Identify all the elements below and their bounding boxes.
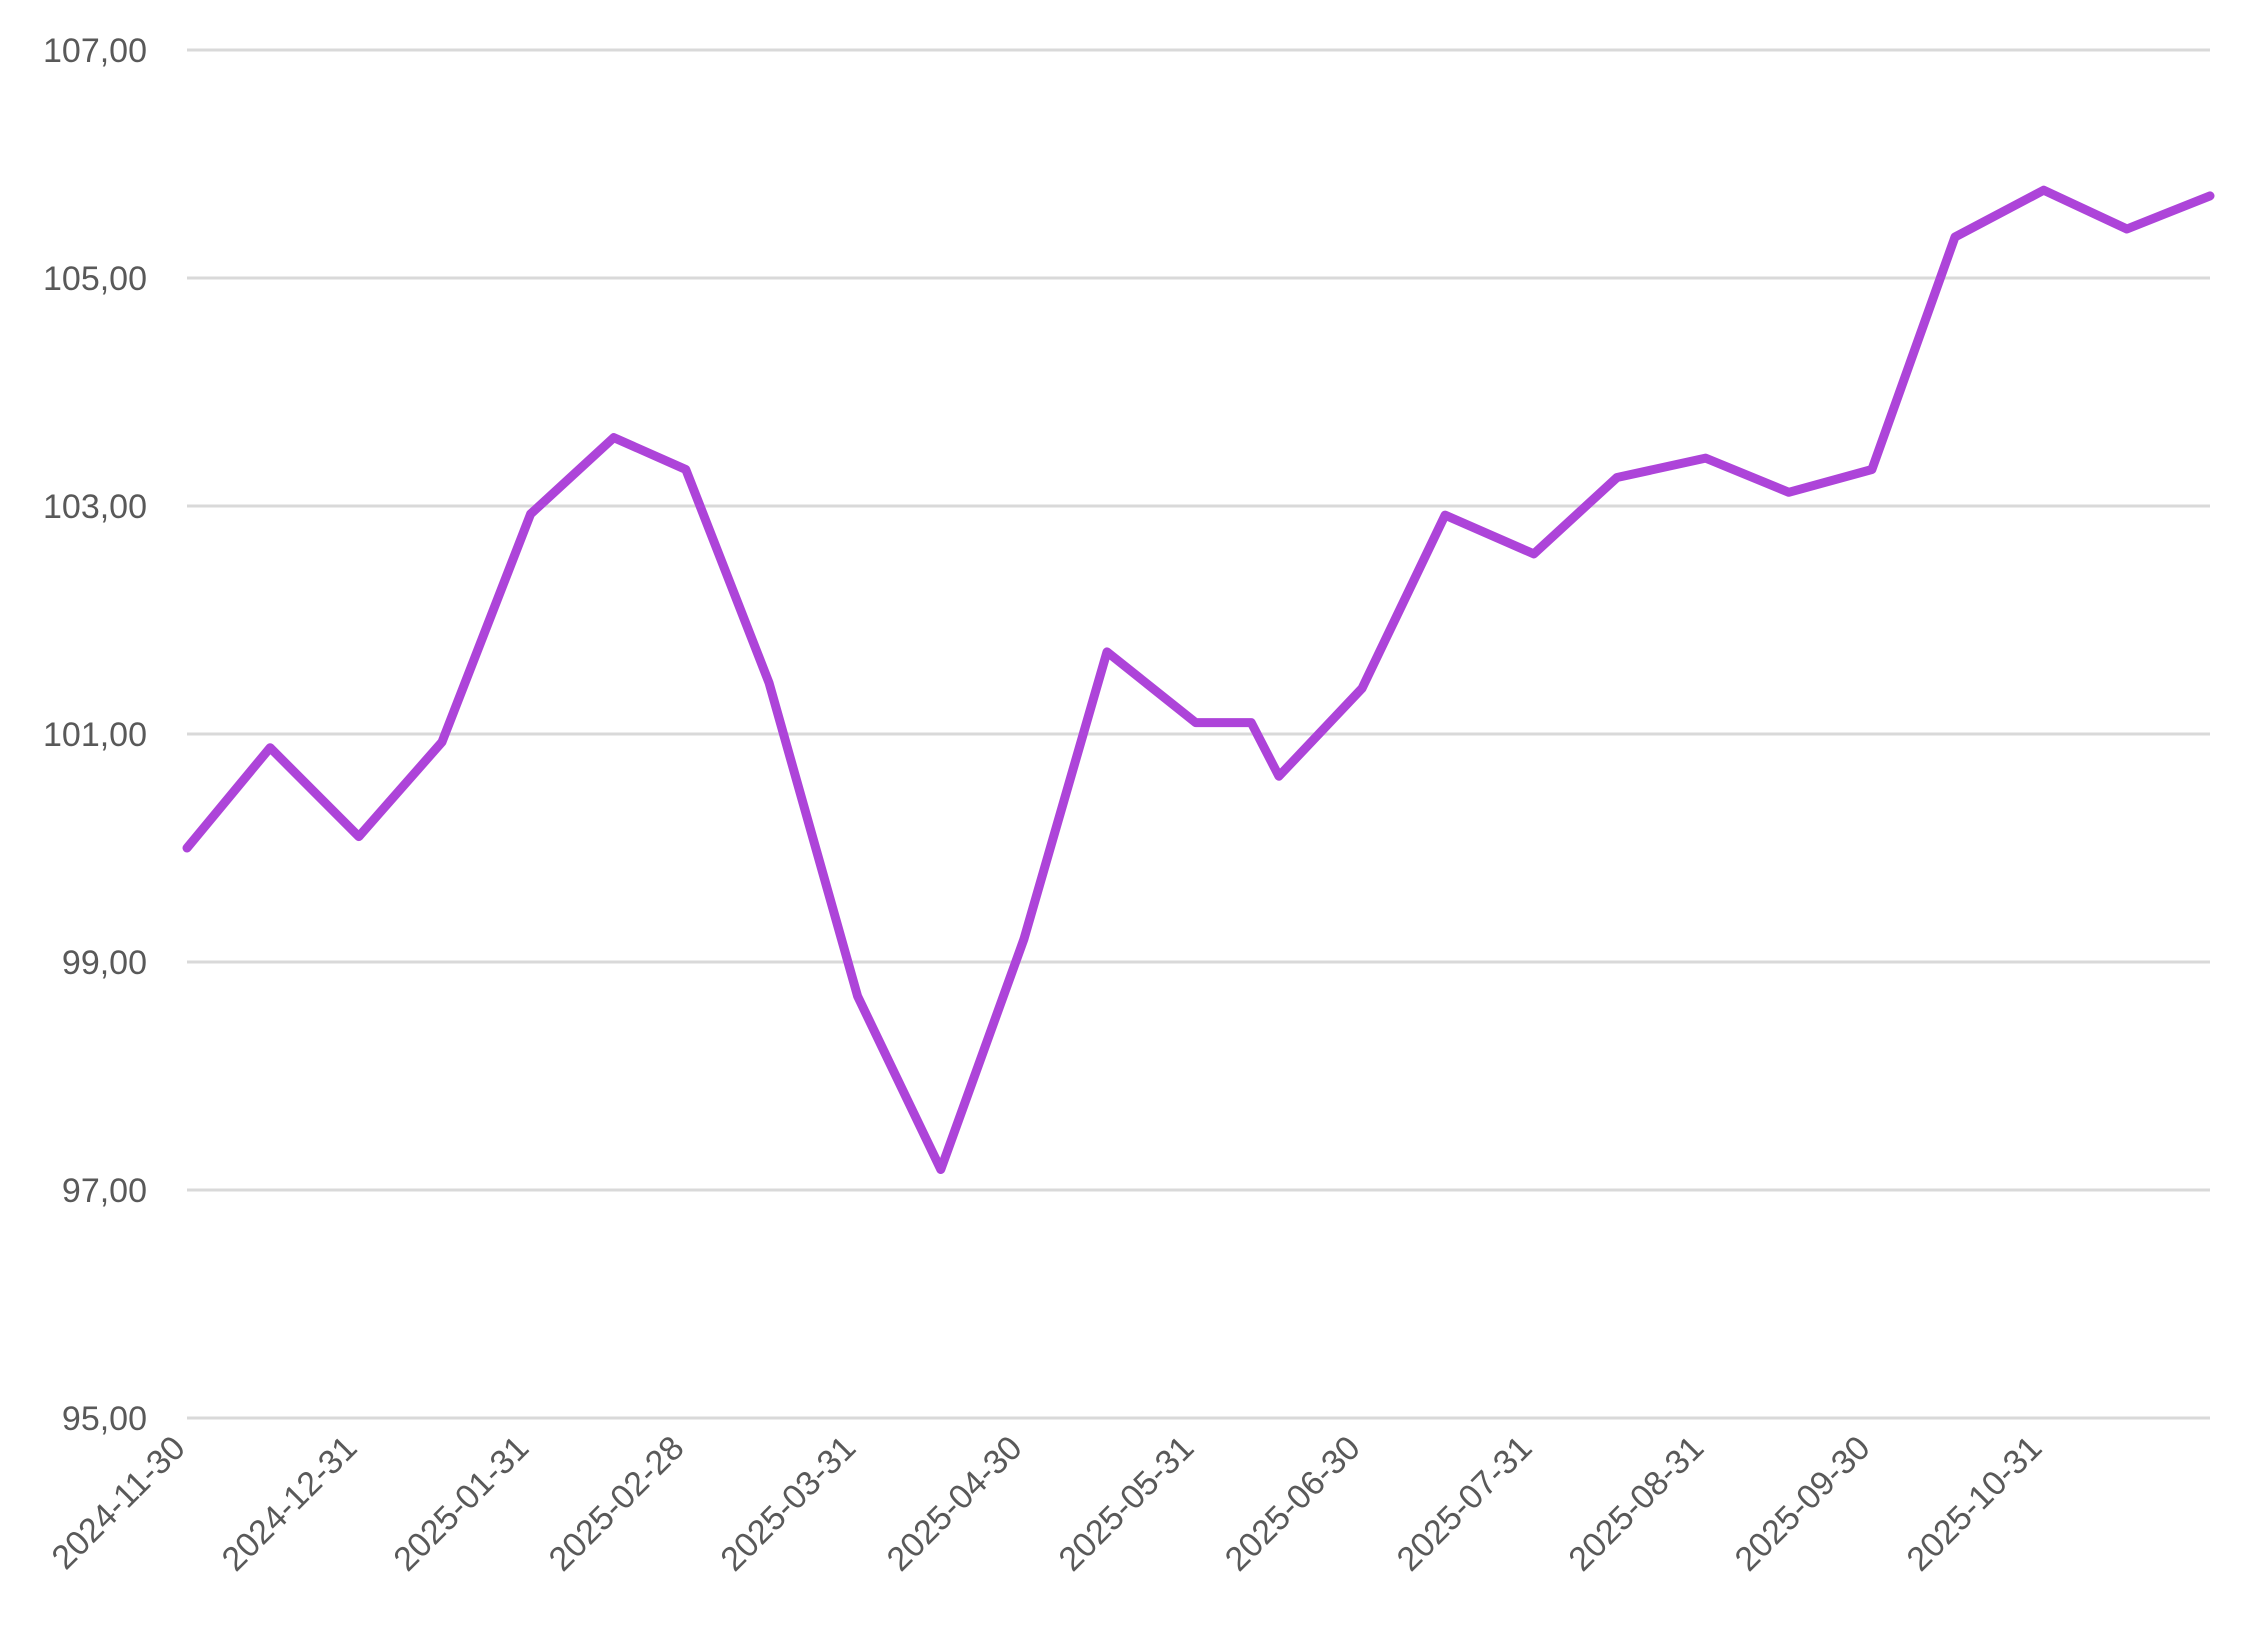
y-tick-label: 101,00 <box>43 716 147 754</box>
series-layer <box>182 185 2215 1174</box>
x-tick-label: 2025-04-30 <box>880 1429 1030 1579</box>
x-axis-ticks: 2024-11-30 2024-12-31 2025-01-31 2025-02-28… <box>45 1429 2050 1579</box>
y-tick-label: 107,00 <box>43 32 147 70</box>
x-tick-label: 2025-07-31 <box>1390 1429 1540 1579</box>
x-tick-label: 2025-08-31 <box>1561 1429 1711 1579</box>
y-axis-ticks: 95,00 97,00 99,00 101,00 103,00 105,00 107,00 <box>43 32 147 1438</box>
series-line <box>182 185 2215 1174</box>
x-tick-label: 2024-12-31 <box>215 1429 365 1579</box>
x-tick-label: 2025-01-31 <box>386 1429 536 1579</box>
x-tick-label: 2025-06-30 <box>1218 1429 1368 1579</box>
grid-layer <box>187 48 2210 1420</box>
x-tick-label: 2025-05-31 <box>1052 1429 1202 1579</box>
y-tick-label: 97,00 <box>62 1172 147 1210</box>
x-tick-label: 2025-09-30 <box>1728 1429 1878 1579</box>
x-tick-label: 2025-10-31 <box>1900 1429 2050 1579</box>
y-tick-label: 95,00 <box>62 1400 147 1438</box>
x-tick-label: 2025-03-31 <box>713 1429 863 1579</box>
y-tick-label: 99,00 <box>62 944 147 982</box>
y-tick-label: 105,00 <box>43 260 147 298</box>
x-tick-label: 2024-11-30 <box>45 1429 193 1577</box>
x-tick-label: 2025-02-28 <box>542 1429 692 1579</box>
y-tick-label: 103,00 <box>43 488 147 526</box>
